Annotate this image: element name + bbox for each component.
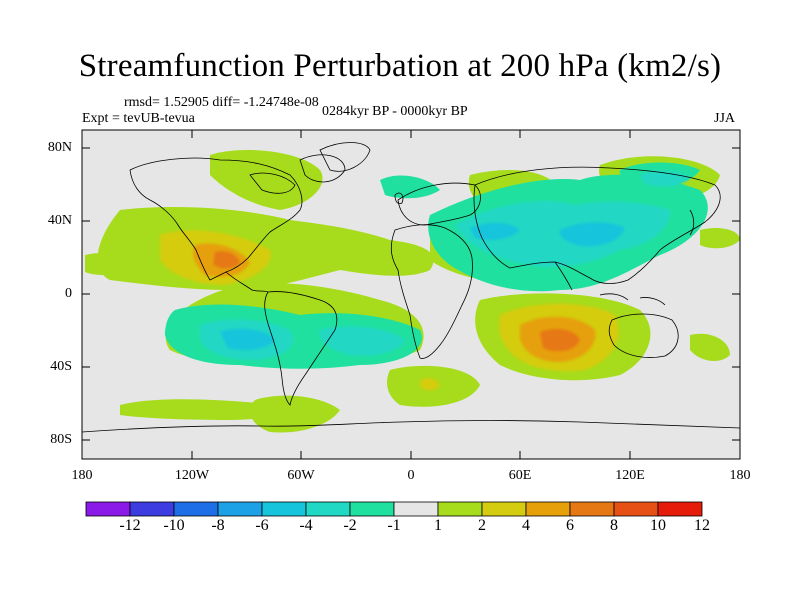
x-tick-label: 180 xyxy=(729,468,751,483)
colorbar-label: -4 xyxy=(299,517,313,534)
coastlines xyxy=(82,142,740,433)
colorbar-swatch xyxy=(305,501,351,517)
colorbar-swatch xyxy=(85,501,131,517)
x-tick-label: 180 xyxy=(71,468,93,483)
colorbar-label: 1 xyxy=(434,517,442,534)
colorbar-label: -10 xyxy=(163,517,185,534)
y-tick-label: 40S xyxy=(50,359,72,374)
colorbar-swatch xyxy=(217,501,263,517)
period-label: 0284kyr BP - 0000kyr BP xyxy=(322,104,468,119)
colorbar-label: 12 xyxy=(694,517,710,534)
stats-line: rmsd= 1.52905 diff= -1.24748e-08 xyxy=(124,95,319,110)
y-tick-label: 80S xyxy=(50,432,72,447)
colorbar-swatch xyxy=(393,501,439,517)
y-tick-label: 80N xyxy=(47,140,72,155)
colorbar-swatch xyxy=(437,501,483,517)
map-plot xyxy=(82,130,740,459)
experiment-label: Expt = tevUB-tevua xyxy=(82,111,195,126)
positive-peak-areas xyxy=(213,251,580,352)
colorbar-label: 8 xyxy=(610,517,618,534)
season-label: JJA xyxy=(714,111,736,126)
x-tick-label: 60W xyxy=(287,468,315,483)
colorbar xyxy=(85,501,703,517)
colorbar-swatch xyxy=(613,501,659,517)
colorbar-swatch xyxy=(173,501,219,517)
colorbar-label: 2 xyxy=(478,517,486,534)
x-tick-label: 60E xyxy=(508,468,532,483)
colorbar-label: -6 xyxy=(255,517,269,534)
x-ticks xyxy=(81,130,741,459)
colorbar-swatch xyxy=(657,501,703,517)
y-ticks xyxy=(82,147,740,441)
x-tick-label: 120E xyxy=(615,468,645,483)
colorbar-label: -1 xyxy=(387,517,401,534)
colorbar-label: 4 xyxy=(522,517,530,534)
x-tick-label: 120W xyxy=(174,468,210,483)
negative-strong-areas xyxy=(220,222,625,350)
colorbar-swatch xyxy=(349,501,395,517)
y-tick-label: 40N xyxy=(47,213,72,228)
colorbar-label: -2 xyxy=(343,517,357,534)
y-tick-label: 0 xyxy=(65,286,72,301)
map-title: Streamfunction Perturbation at 200 hPa (… xyxy=(78,48,722,84)
colorbar-swatch xyxy=(569,501,615,517)
colorbar-swatch xyxy=(129,501,175,517)
colorbar-label: 10 xyxy=(650,517,666,534)
colorbar-label: 6 xyxy=(566,517,574,534)
x-tick-label: 0 xyxy=(407,468,415,483)
colorbar-swatch xyxy=(481,501,527,517)
colorbar-swatch xyxy=(525,501,571,517)
colorbar-label: -12 xyxy=(119,517,141,534)
colorbar-swatch xyxy=(261,501,307,517)
colorbar-label: -8 xyxy=(211,517,225,534)
